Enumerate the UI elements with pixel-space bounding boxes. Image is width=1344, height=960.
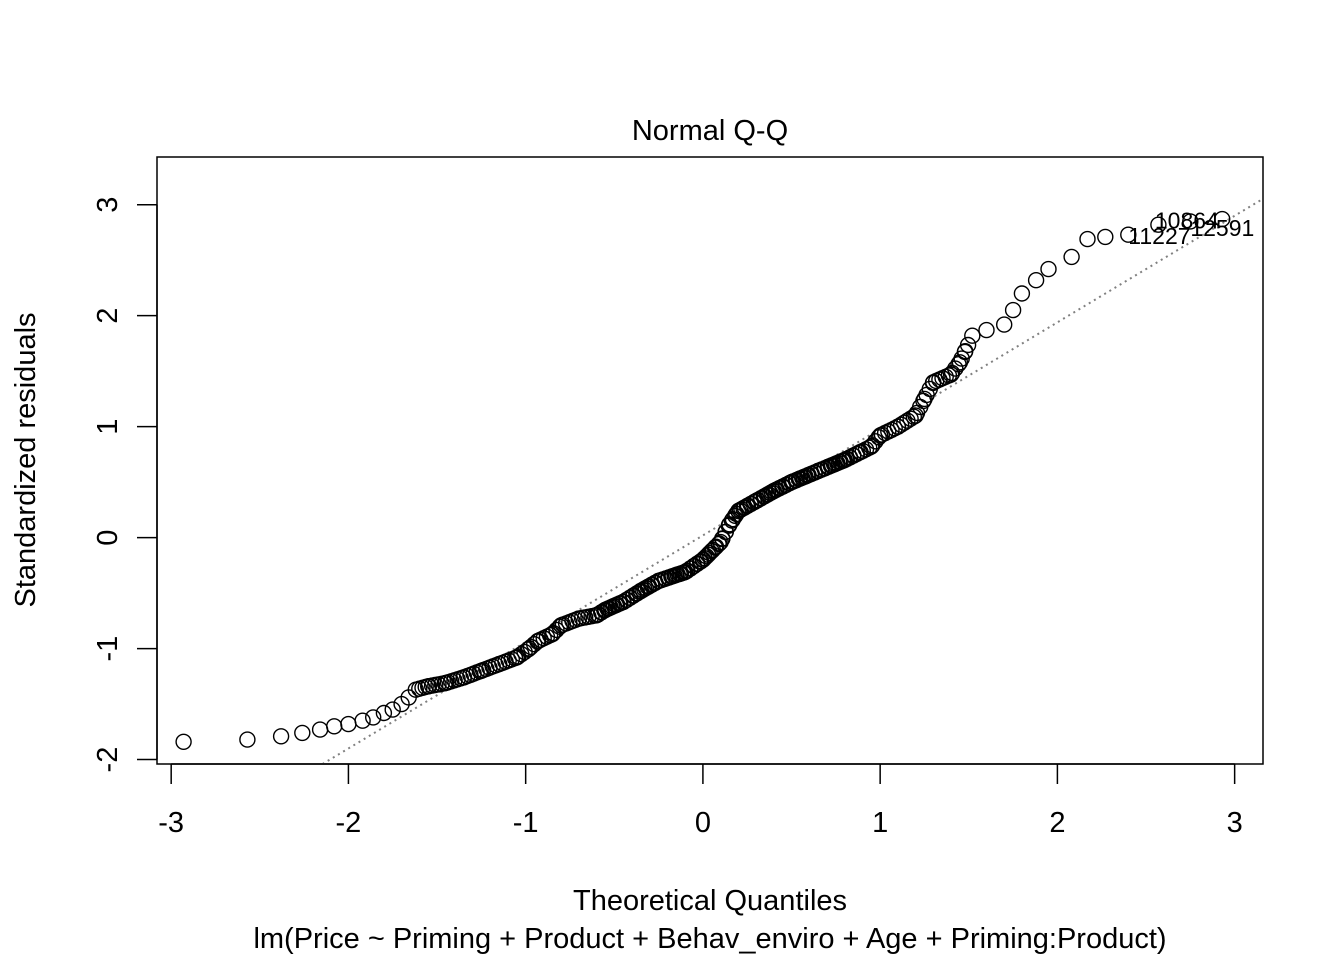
y-tick-label: -2 xyxy=(92,747,124,773)
qq-point xyxy=(710,535,727,553)
qq-point xyxy=(1097,228,1114,246)
y-axis-label: Standardized residuals xyxy=(10,312,42,607)
qq-point xyxy=(943,364,961,382)
point-label: 11227 xyxy=(1128,223,1190,249)
qq-point xyxy=(1063,248,1080,266)
qq-point xyxy=(340,715,357,733)
qq-point xyxy=(978,321,995,339)
qq-point xyxy=(905,408,922,425)
point-label: 12591 xyxy=(1190,215,1254,241)
x-tick-label: 1 xyxy=(872,807,888,839)
qq-point xyxy=(1120,226,1137,243)
qq-point xyxy=(959,336,977,354)
qq-point xyxy=(311,721,329,738)
qq-point xyxy=(695,551,712,568)
qq-point xyxy=(916,390,933,408)
y-tick-label: 3 xyxy=(92,197,124,213)
x-tick-label: 0 xyxy=(695,807,711,839)
x-tick-label: 3 xyxy=(1227,807,1243,839)
qq-point xyxy=(1004,301,1022,319)
qq-point xyxy=(996,316,1013,333)
qq-point xyxy=(1040,260,1057,278)
x-axis: -3 -2 -1 0 1 2 3 xyxy=(158,763,1243,839)
qq-point xyxy=(848,445,866,462)
qq-point xyxy=(1013,285,1031,302)
qq-point xyxy=(1213,210,1231,228)
qq-point xyxy=(852,443,869,461)
x-tick-label: -3 xyxy=(158,807,184,839)
y-tick-label: 0 xyxy=(92,530,124,546)
qq-point xyxy=(867,433,884,450)
y-tick-label: 2 xyxy=(92,308,124,324)
points-layer xyxy=(175,210,1231,750)
qq-point xyxy=(294,724,311,742)
chart-title: Normal Q-Q xyxy=(632,115,788,147)
qq-point xyxy=(646,574,664,592)
qq-point xyxy=(519,641,536,658)
x-tick-label: -2 xyxy=(336,807,362,839)
y-axis: -2 -1 0 1 2 3 xyxy=(92,197,158,773)
plot-frame xyxy=(156,156,1264,765)
qq-point xyxy=(354,712,371,729)
point-label: 10864 xyxy=(1155,207,1219,233)
y-tick-label: 1 xyxy=(92,419,124,435)
qq-point xyxy=(902,410,919,427)
qq-point xyxy=(175,733,192,750)
model-formula: lm(Price ~ Priming + Product + Behav_env… xyxy=(253,923,1166,955)
qq-point xyxy=(704,541,721,559)
qq-point xyxy=(545,624,562,642)
qq-point xyxy=(375,704,393,722)
x-tick-label: -1 xyxy=(513,807,539,839)
x-tick-label: 2 xyxy=(1049,807,1065,839)
qq-point xyxy=(1182,213,1199,230)
qq-point xyxy=(239,731,256,748)
y-tick-label: -1 xyxy=(92,636,124,662)
qq-point xyxy=(964,327,981,344)
qq-point xyxy=(1027,272,1045,289)
qq-point xyxy=(541,627,559,644)
qq-point xyxy=(1079,230,1096,248)
qq-point xyxy=(384,701,401,718)
qq-point xyxy=(365,709,382,726)
qq-point xyxy=(272,728,290,745)
qq-point xyxy=(1150,216,1167,233)
qq-point xyxy=(326,718,343,735)
x-axis-label: Theoretical Quantiles xyxy=(573,885,847,917)
